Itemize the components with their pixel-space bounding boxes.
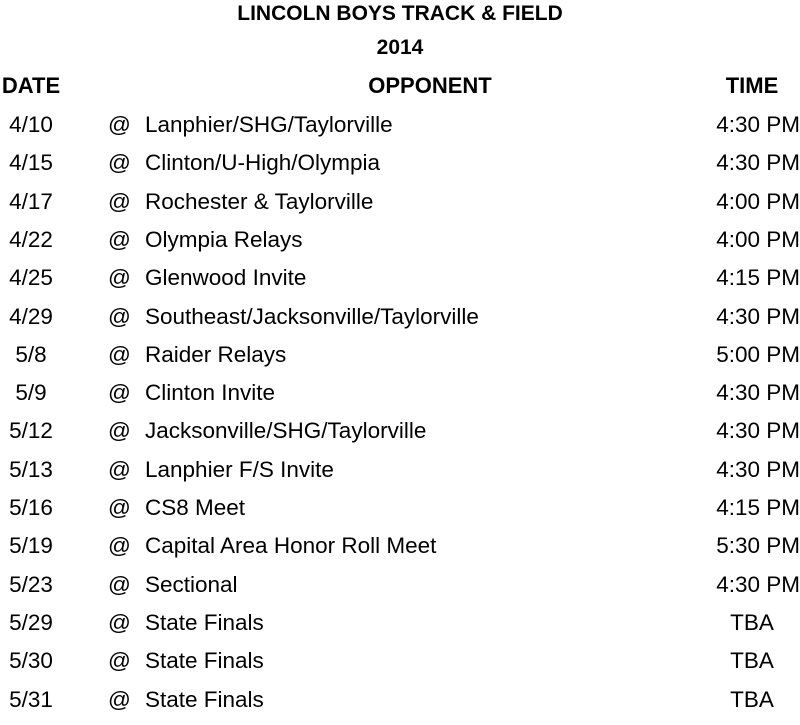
row-time: 4:30 PM xyxy=(716,380,800,406)
schedule-row: 4/29 @ Southeast/Jacksonville/Taylorville 4… xyxy=(0,304,800,342)
row-date: 4/22 xyxy=(9,226,53,252)
row-time: 4:30 PM xyxy=(716,150,800,176)
schedule-row: 5/8 @ Raider Relays 5:00 PM xyxy=(0,342,800,380)
row-opponent: Raider Relays xyxy=(145,341,287,367)
schedule-row: 4/10 @ Lanphier/SHG/Taylorville 4:30 PM xyxy=(0,112,800,150)
schedule-row: 4/22 @ Olympia Relays 4:00 PM xyxy=(0,227,800,265)
row-opponent: Sectional xyxy=(145,571,238,597)
header-date: DATE xyxy=(1,73,61,98)
schedule-row: 5/9 @ Clinton Invite 4:30 PM xyxy=(0,380,800,418)
row-at: @ xyxy=(108,418,131,444)
row-opponent: State Finals xyxy=(145,609,264,635)
row-time: 5:00 PM xyxy=(716,341,800,367)
row-opponent: State Finals xyxy=(145,648,264,674)
row-opponent: CS8 Meet xyxy=(145,495,246,520)
row-opponent: Southeast/Jacksonville/Taylorville xyxy=(145,303,479,329)
header-time: TIME xyxy=(725,73,779,98)
row-opponent: Olympia Relays xyxy=(145,226,303,252)
row-date: 5/23 xyxy=(9,571,53,597)
row-time: 4:30 PM xyxy=(716,303,800,329)
row-at: @ xyxy=(108,686,131,712)
row-at: @ xyxy=(108,456,131,482)
header-opponent: OPPONENT xyxy=(368,73,492,98)
row-at: @ xyxy=(108,571,131,597)
row-at: @ xyxy=(108,150,131,176)
row-date: 5/8 xyxy=(15,341,47,367)
row-opponent: Clinton/U-High/Olympia xyxy=(145,150,381,176)
row-date: 4/29 xyxy=(9,303,53,329)
schedule-row: 4/17 @ Rochester & Taylorville 4:00 PM xyxy=(0,189,800,227)
row-opponent: Clinton Invite xyxy=(145,380,276,406)
row-time: 4:00 PM xyxy=(716,226,800,252)
schedule-row: 5/23 @ Sectional 4:30 PM xyxy=(0,572,800,610)
row-date: 4/10 xyxy=(9,112,53,137)
document-year: 2014 xyxy=(376,36,424,59)
row-time: 4:30 PM xyxy=(716,571,800,597)
row-at: @ xyxy=(108,380,131,406)
row-opponent: Rochester & Taylorville xyxy=(145,188,374,214)
row-opponent: Lanphier F/S Invite xyxy=(145,456,334,482)
schedule-row: 5/29 @ State Finals TBA xyxy=(0,610,800,648)
schedule-row: 5/13 @ Lanphier F/S Invite 4:30 PM xyxy=(0,457,800,495)
row-time: TBA xyxy=(730,648,774,674)
row-date: 5/31 xyxy=(9,686,53,712)
row-at: @ xyxy=(108,341,131,367)
row-at: @ xyxy=(108,303,131,329)
row-date: 5/9 xyxy=(15,380,47,406)
row-time: 4:15 PM xyxy=(716,495,800,520)
row-time: 4:30 PM xyxy=(716,418,800,444)
row-time: TBA xyxy=(730,609,774,635)
row-date: 4/25 xyxy=(9,265,53,291)
row-at: @ xyxy=(108,495,131,520)
row-date: 5/13 xyxy=(9,456,53,482)
row-date: 5/16 xyxy=(9,495,53,520)
schedule-row: 5/30 @ State Finals TBA xyxy=(0,648,800,686)
document-title: LINCOLN BOYS TRACK & FIELD xyxy=(237,2,563,25)
row-time: 5:30 PM xyxy=(716,533,800,559)
row-date: 5/29 xyxy=(9,609,53,635)
schedule-row: 5/16 @ CS8 Meet 4:15 PM xyxy=(0,495,800,533)
schedule-row: 4/15 @ Clinton/U-High/Olympia 4:30 PM xyxy=(0,150,800,188)
row-time: 4:30 PM xyxy=(716,456,800,482)
row-date: 5/19 xyxy=(9,533,53,559)
schedule-row: 5/19 @ Capital Area Honor Roll Meet 5:30 PM xyxy=(0,533,800,571)
row-opponent: State Finals xyxy=(145,686,264,712)
row-date: 5/30 xyxy=(9,648,53,674)
row-time: 4:00 PM xyxy=(716,188,800,214)
row-at: @ xyxy=(108,533,131,559)
row-opponent: Capital Area Honor Roll Meet xyxy=(145,533,437,559)
row-opponent: Lanphier/SHG/Taylorville xyxy=(145,112,393,137)
row-opponent: Jacksonville/SHG/Taylorville xyxy=(145,418,427,444)
row-at: @ xyxy=(108,188,131,214)
row-at: @ xyxy=(108,609,131,635)
schedule-row: 4/25 @ Glenwood Invite 4:15 PM xyxy=(0,265,800,303)
schedule-row: 5/12 @ Jacksonville/SHG/Taylorville 4:30 PM xyxy=(0,418,800,456)
row-time: 4:30 PM xyxy=(716,112,800,137)
row-at: @ xyxy=(108,648,131,674)
row-date: 4/17 xyxy=(9,188,53,214)
row-at: @ xyxy=(108,226,131,252)
row-date: 5/12 xyxy=(9,418,53,444)
row-opponent: Glenwood Invite xyxy=(145,265,307,291)
row-time: TBA xyxy=(730,686,774,712)
row-at: @ xyxy=(108,265,131,291)
row-date: 4/15 xyxy=(9,150,53,176)
row-time: 4:15 PM xyxy=(716,265,800,291)
schedule-row: 5/31 @ State Finals TBA xyxy=(0,687,800,725)
row-at: @ xyxy=(108,112,131,137)
